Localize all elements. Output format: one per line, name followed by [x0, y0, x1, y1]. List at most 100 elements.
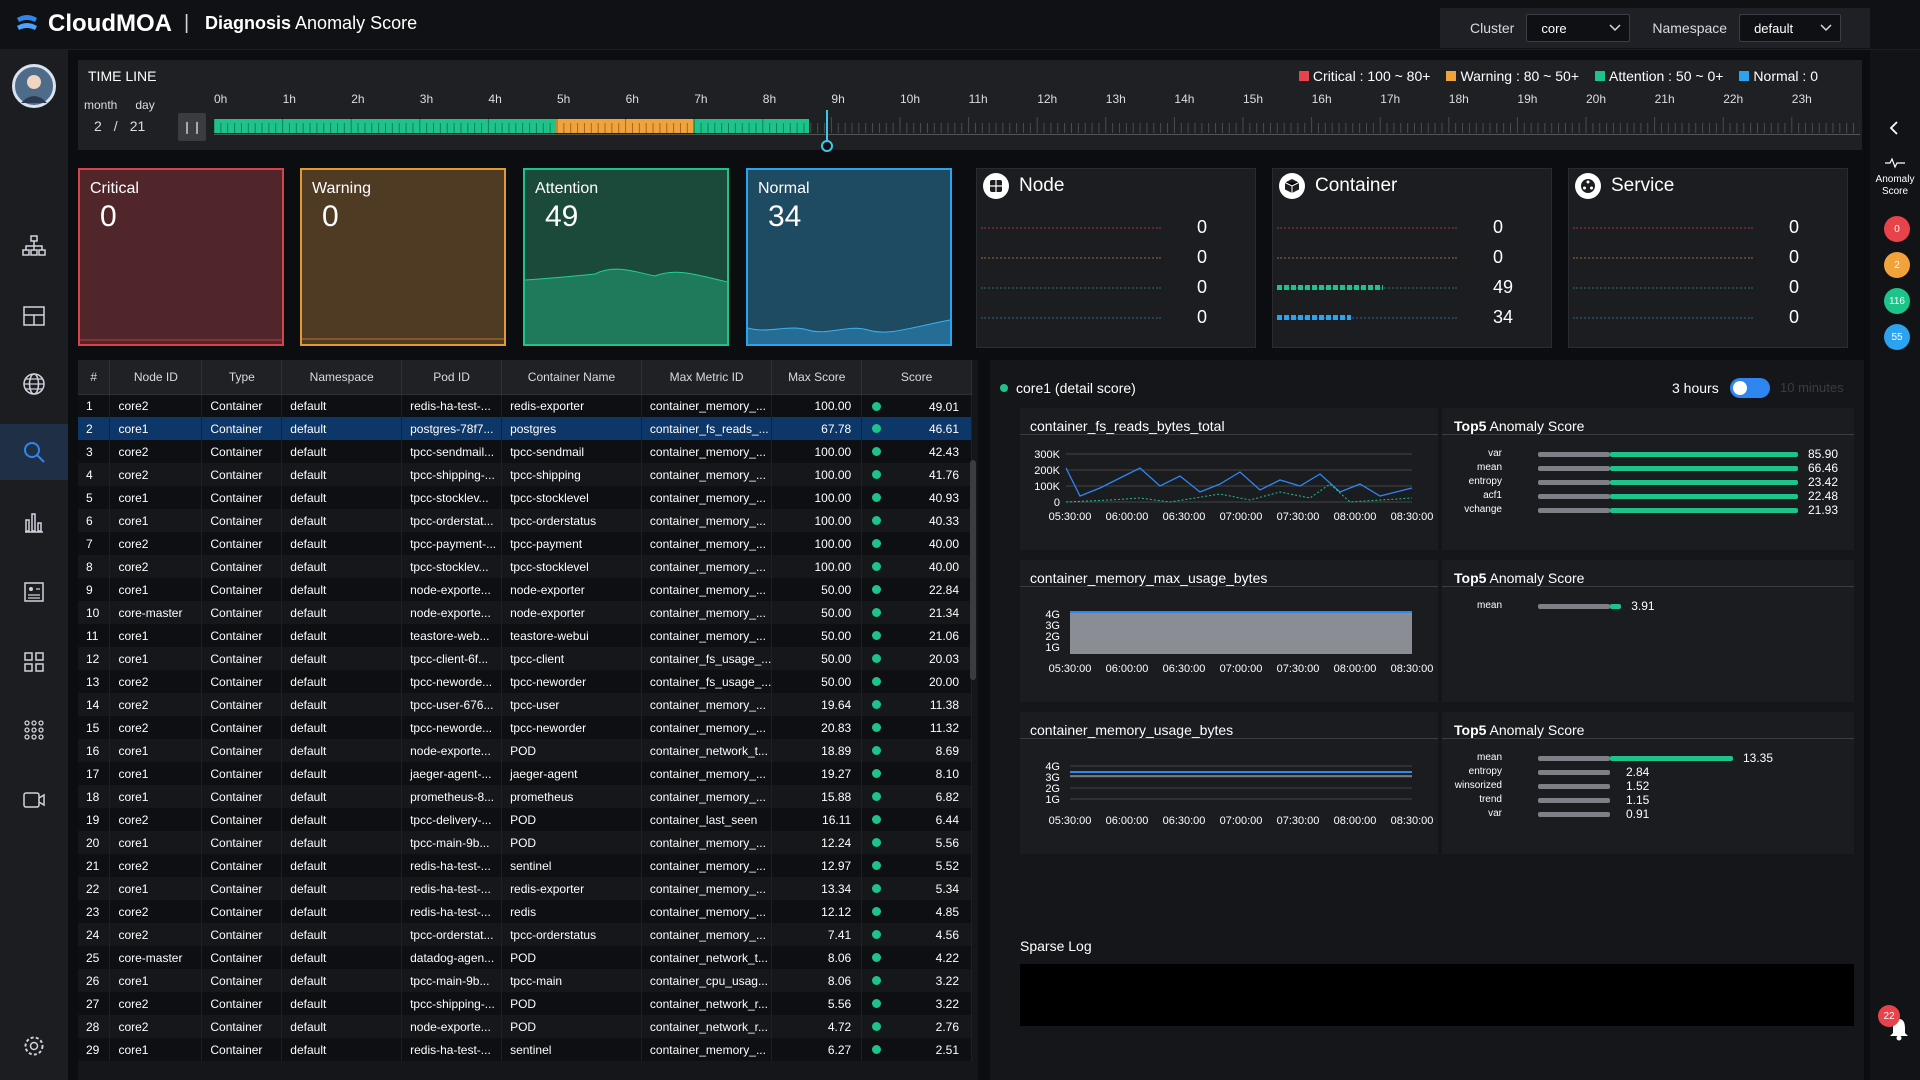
score-cell: 6.82 [861, 785, 972, 808]
pause-button[interactable]: ❙❙ [178, 113, 206, 141]
column-header[interactable]: Score [861, 360, 972, 395]
attention-card[interactable]: Attention 49 [523, 168, 729, 346]
logo[interactable]: CloudMOA [14, 10, 172, 38]
table-row[interactable]: 14 core2 Container default tpcc-user-676... t… [78, 693, 972, 716]
table-row[interactable]: 5 core1 Container default tpcc-stocklev... tp… [78, 486, 972, 509]
user-avatar[interactable] [12, 64, 56, 108]
column-header[interactable]: Pod ID [401, 360, 503, 395]
score-cell: 11.38 [861, 693, 972, 716]
top5-bar-base [1538, 604, 1610, 609]
range-3-hours-label: 3 hours [1672, 380, 1719, 396]
timeline-track[interactable] [213, 117, 1861, 135]
top5-score-value: 21.93 [1808, 503, 1839, 517]
anomaly-score-shortcut[interactable]: Anomaly Score [1870, 156, 1920, 198]
column-header[interactable]: Node ID [109, 360, 203, 395]
score-status-dot [872, 654, 882, 663]
table-row[interactable]: 12 core1 Container default tpcc-client-6f...… [78, 647, 972, 670]
y-tick: 4G [1045, 609, 1060, 621]
score-value: 40.93 [928, 491, 959, 505]
grid-apps-icon[interactable] [18, 646, 50, 678]
table-row[interactable]: 8 core2 Container default tpcc-stocklev... tp… [78, 555, 972, 578]
table-row[interactable]: 19 core2 Container default tpcc-delivery-...… [78, 808, 972, 831]
table-row[interactable]: 10 core-master Container default node-export… [78, 601, 972, 624]
range-toggle[interactable] [1730, 378, 1770, 398]
attention-count-badge[interactable]: 116 [1884, 288, 1910, 314]
column-header[interactable]: Namespace [281, 360, 403, 395]
table-row[interactable]: 22 core1 Container default redis-ha-test-...… [78, 877, 972, 900]
collapse-chevron-left-icon[interactable] [1888, 120, 1900, 136]
table-row[interactable]: 2 core1 Container default postgres-78f7... po… [78, 417, 972, 440]
table-cell: default [281, 923, 403, 946]
table-cell: 14 [78, 693, 111, 716]
hour-label: 7h [694, 92, 708, 106]
dots-menu-icon[interactable] [18, 714, 50, 746]
settings-gear-icon[interactable] [18, 1030, 50, 1062]
table-row[interactable]: 1 core2 Container default redis-ha-test-... r… [78, 394, 972, 417]
score-cell: 2.76 [861, 1015, 972, 1038]
column-header[interactable]: Container Name [501, 360, 642, 395]
score-value: 6.44 [935, 813, 959, 827]
table-cell: Container [201, 486, 283, 509]
table-row[interactable]: 13 core2 Container default tpcc-neworde... tp… [78, 670, 972, 693]
report-icon[interactable] [18, 576, 50, 608]
top5-panel-memory-max: Top5 Anomaly Score mean 3.91 [1442, 560, 1854, 702]
hour-label: 4h [488, 92, 502, 106]
cluster-select[interactable]: core [1526, 14, 1631, 42]
globe-icon[interactable] [18, 368, 50, 400]
score-value: 40.33 [928, 514, 959, 528]
table-row[interactable]: 6 core1 Container default tpcc-orderstat... t… [78, 509, 972, 532]
table-row[interactable]: 24 core2 Container default tpcc-orderstat...… [78, 923, 972, 946]
normal-card[interactable]: Normal 34 [746, 168, 952, 346]
topology-icon[interactable] [18, 230, 50, 262]
table-row[interactable]: 18 core1 Container default prometheus-8... pr… [78, 785, 972, 808]
table-cell: core2 [109, 463, 203, 486]
table-row[interactable]: 9 core1 Container default node-exporte... nod… [78, 578, 972, 601]
table-row[interactable]: 20 core1 Container default tpcc-main-9b... PO… [78, 831, 972, 854]
column-header[interactable]: # [78, 360, 111, 395]
table-row[interactable]: 28 core2 Container default node-exporte... PO… [78, 1015, 972, 1038]
table-row[interactable]: 11 core1 Container default teastore-web... te… [78, 624, 972, 647]
table-row[interactable]: 7 core2 Container default tpcc-payment-... tp… [78, 532, 972, 555]
dashboard-layout-icon[interactable] [18, 300, 50, 332]
table-row[interactable]: 16 core1 Container default node-exporte... PO… [78, 739, 972, 762]
table-cell: 19.27 [771, 762, 863, 785]
score-value: 3.22 [935, 974, 959, 988]
table-row[interactable]: 29 core1 Container default redis-ha-test-...… [78, 1038, 972, 1061]
filter-bar: Cluster core Namespace default [1440, 8, 1870, 48]
table-cell: 16 [78, 739, 111, 762]
table-cell: core1 [109, 417, 203, 440]
table-row[interactable]: 25 core-master Container default datadog-age… [78, 946, 972, 969]
critical-card[interactable]: Critical 0 [78, 168, 284, 346]
table-row[interactable]: 27 core2 Container default tpcc-shipping-...… [78, 992, 972, 1015]
node-card[interactable]: Node 0 0 0 0 [976, 168, 1256, 348]
critical-count-badge[interactable]: 0 [1884, 216, 1910, 242]
column-header[interactable]: Type [201, 360, 283, 395]
table-cell: core-master [109, 946, 203, 969]
diagnosis-search-icon[interactable] [0, 424, 68, 480]
table-row[interactable]: 15 core2 Container default tpcc-neworde... tp… [78, 716, 972, 739]
warning-card[interactable]: Warning 0 [300, 168, 506, 346]
table-scrollbar[interactable] [970, 460, 976, 680]
table-row[interactable]: 23 core2 Container default redis-ha-test-...… [78, 900, 972, 923]
table-cell: container_memory_... [641, 693, 773, 716]
container-card[interactable]: Container 0 0 49 34 [1272, 168, 1552, 348]
timeline-cursor-handle[interactable] [819, 110, 835, 154]
service-card[interactable]: Service 0 0 0 0 [1568, 168, 1848, 348]
table-cell: postgres-78f7... [401, 417, 503, 440]
table-row[interactable]: 21 core2 Container default redis-ha-test-...… [78, 854, 972, 877]
hour-label: 8h [762, 92, 777, 106]
namespace-select[interactable]: default [1739, 14, 1842, 42]
column-header[interactable]: Max Score [771, 360, 863, 395]
warning-count-badge[interactable]: 2 [1884, 252, 1910, 278]
video-icon[interactable] [18, 784, 50, 816]
bar-chart-icon[interactable] [18, 506, 50, 538]
notification-button[interactable]: 22 [1878, 1005, 1914, 1049]
column-header[interactable]: Max Metric ID [641, 360, 773, 395]
table-row[interactable]: 17 core1 Container default jaeger-agent-... j… [78, 762, 972, 785]
table-cell: prometheus-8... [401, 785, 503, 808]
table-row[interactable]: 4 core2 Container default tpcc-shipping-... t… [78, 463, 972, 486]
normal-count-badge[interactable]: 55 [1884, 324, 1910, 350]
table-cell: 15 [78, 716, 111, 739]
table-row[interactable]: 26 core1 Container default tpcc-main-9b... tp… [78, 969, 972, 992]
table-row[interactable]: 3 core2 Container default tpcc-sendmail... tp… [78, 440, 972, 463]
